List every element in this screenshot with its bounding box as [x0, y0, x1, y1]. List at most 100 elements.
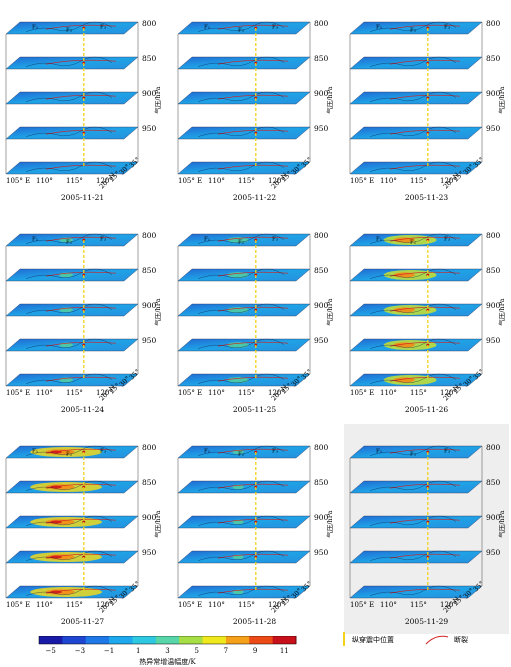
longitude-tick: 105° E — [350, 601, 374, 609]
coastline — [197, 515, 285, 526]
pressure-axis-label: 气压/hPa — [153, 298, 162, 325]
fault-label-3: F₃ — [444, 237, 450, 243]
legend: 纵穿震中位置 断裂 — [340, 630, 511, 650]
layer-2 — [177, 515, 311, 529]
layer-plane — [5, 56, 139, 70]
pressure-tick: 950 — [314, 124, 329, 133]
fault-label-3: F₃ — [100, 25, 106, 31]
layer-2 — [5, 91, 139, 105]
panel-plot: F₁ F₂ F₃ 800 850 900 950 气压/hPa 105° E 110° 115° 12… — [349, 443, 506, 614]
panel-plot: F₁ F₂ F₃ 800 850 900 950 气压/hPa 105° E 110° 115° 12… — [177, 443, 334, 614]
layer-plane — [349, 515, 483, 529]
colorbar-swatch — [62, 636, 87, 644]
layer-3 — [5, 126, 139, 140]
coastline — [197, 550, 285, 561]
longitude-tick: 115° — [66, 389, 83, 397]
coastline — [197, 126, 285, 137]
layer-1 — [349, 268, 483, 282]
longitude-tick: 115° — [410, 389, 427, 397]
layer-1 — [349, 56, 483, 70]
pressure-axis-label: 气压/hPa — [153, 510, 162, 537]
anomaly-blob — [227, 272, 249, 278]
layer-1 — [177, 56, 311, 70]
fault-label-3: F₃ — [272, 25, 278, 31]
longitude-tick: 105° E — [178, 177, 202, 185]
coastline — [369, 338, 457, 349]
longitude-tick: 115° — [238, 177, 255, 185]
layer-4 — [5, 585, 139, 599]
panel-date: 2005-11-22 — [232, 193, 277, 202]
coastline — [197, 303, 285, 314]
panel-date: 2005-11-28 — [232, 617, 277, 626]
pressure-tick: 900 — [314, 513, 329, 522]
layer-1 — [5, 480, 139, 494]
colorbar-swatch — [85, 636, 110, 644]
pressure-tick: 900 — [142, 301, 157, 310]
fault-label-2: F₂ — [410, 240, 416, 246]
coastline — [25, 338, 113, 349]
colorbar-tick: 11 — [280, 647, 289, 655]
pressure-tick: 850 — [486, 478, 501, 487]
coastline — [25, 373, 113, 384]
longitude-tick: 120° — [440, 601, 457, 609]
pressure-tick: 950 — [486, 336, 501, 345]
colorbar-frame — [38, 635, 297, 645]
pressure-tick: 900 — [142, 513, 157, 522]
fault-label-3: F₃ — [444, 449, 450, 455]
fault-label-1: F₁ — [204, 449, 210, 455]
colorbar-tick: −3 — [75, 647, 85, 655]
coastline — [369, 233, 457, 244]
panel-date: 2005-11-23 — [404, 193, 449, 202]
coastline — [197, 233, 285, 244]
colorbar-swatch — [155, 636, 180, 644]
colorbar-tick: 1 — [136, 647, 140, 655]
layer-plane — [349, 56, 483, 70]
colorbar-scale: −5 −3 −1 1 3 5 7 9 11 — [38, 635, 297, 655]
fault-label-2: F₂ — [238, 28, 244, 34]
longitude-tick: 110° — [380, 389, 397, 397]
pressure-tick: 800 — [314, 443, 329, 452]
colorbar-title: 热异常增温幅度/K — [139, 658, 196, 666]
colorbar-swatch — [132, 636, 157, 644]
pressure-tick: 950 — [314, 336, 329, 345]
coastline — [369, 268, 457, 279]
anomaly-blob — [227, 237, 249, 243]
pressure-tick: 850 — [486, 54, 501, 63]
pressure-tick: 800 — [486, 231, 501, 240]
layer-1 — [349, 480, 483, 494]
layer-4 — [177, 161, 311, 175]
coastline — [25, 126, 113, 137]
colorbar: −5 −3 −1 1 3 5 7 9 11 热异常增温幅度/K — [35, 635, 300, 667]
longitude-tick: 110° — [208, 389, 225, 397]
pressure-tick: 850 — [314, 478, 329, 487]
layer-plane — [177, 480, 311, 494]
pressure-tick: 850 — [314, 54, 329, 63]
coastline — [25, 268, 113, 279]
coastline — [369, 445, 457, 456]
fault-label-2: F₂ — [66, 452, 72, 458]
pressure-tick: 800 — [142, 443, 157, 452]
coastline — [369, 21, 457, 32]
pressure-tick: 900 — [486, 301, 501, 310]
colorbar-tick: 7 — [224, 647, 228, 655]
layer-3 — [177, 126, 311, 140]
layer-plane — [349, 91, 483, 105]
fault-label-3: F₃ — [272, 237, 278, 243]
panel-date: 2005-11-26 — [404, 405, 449, 414]
layer-2 — [5, 515, 139, 529]
panel-2005-11-27: F₁ F₂ F₃ 800 850 900 950 气压/hPa 105° E 110° 115° 12… — [0, 424, 165, 634]
layer-0 — [349, 233, 483, 247]
layer-4 — [5, 161, 139, 175]
panel-2005-11-24: F₁ F₂ F₃ 800 850 900 950 气压/hPa 105° E 110° 115° 12… — [0, 212, 165, 422]
longitude-tick: 110° — [208, 177, 225, 185]
colorbar-swatch — [202, 636, 227, 644]
coastline — [25, 56, 113, 67]
longitude-tick: 120° — [268, 177, 285, 185]
coastline — [25, 550, 113, 561]
longitude-tick: 110° — [208, 601, 225, 609]
layer-plane — [177, 550, 311, 564]
pressure-tick: 850 — [142, 478, 157, 487]
longitude-tick: 110° — [36, 177, 53, 185]
colorbar-swatch — [272, 636, 297, 644]
coastline — [369, 56, 457, 67]
